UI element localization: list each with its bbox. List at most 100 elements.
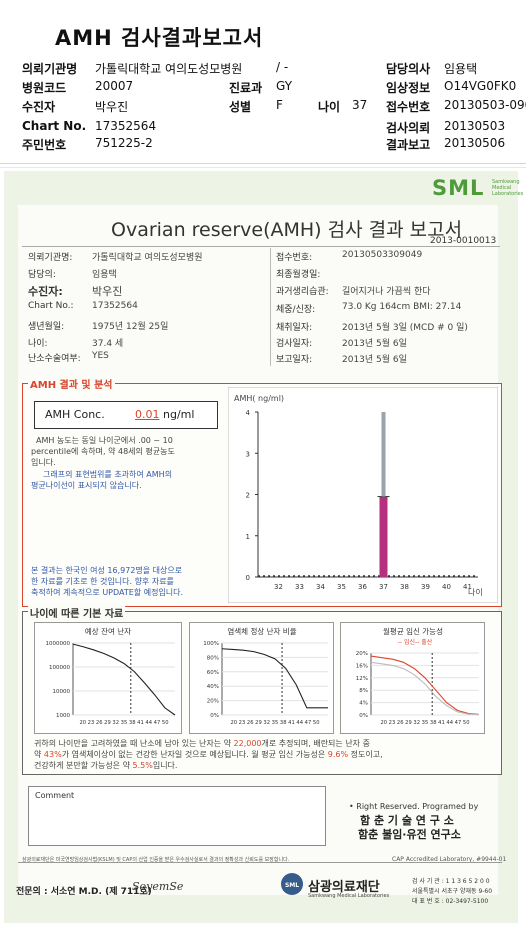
bar xyxy=(379,496,388,577)
y-tick-label: 4 xyxy=(246,409,251,417)
x-tick-label: 40 xyxy=(442,583,451,591)
header-label: 주민번호 xyxy=(22,138,67,152)
info-label: 생년월일: xyxy=(28,322,65,332)
amh-conc-box: AMH Conc. 0.01 ng/ml xyxy=(34,401,218,429)
y-tick-label: 100000 xyxy=(49,665,70,671)
header-label: 진료과 xyxy=(229,81,263,95)
info-value: YES xyxy=(92,351,109,361)
header-divider xyxy=(0,163,526,164)
y-tick-label: 0% xyxy=(359,713,368,719)
header-label: 의뢰기관명 xyxy=(22,62,78,76)
svg-text:SML: SML xyxy=(285,882,299,889)
summary-text: 귀하의 나이만을 고려하였을 때 난소에 남아 있는 난자는 약 xyxy=(34,739,231,748)
info-divider xyxy=(22,246,500,247)
header-label: Chart No. xyxy=(22,119,87,133)
summary-text: 건강하게 분만할 가능성은 약 xyxy=(34,761,130,770)
info-value: 가톨릭대학교 여의도성모병원 xyxy=(92,253,203,263)
info-label: Chart No.: xyxy=(28,301,74,311)
y-tick-label: 10000 xyxy=(53,689,71,695)
header-label: 수진자 xyxy=(22,100,56,114)
header-value: 751225-2 xyxy=(95,136,153,150)
sml-logo-sub: Samkwang Medical Laboratories xyxy=(492,179,524,197)
x-tick-label: 39 xyxy=(421,583,430,591)
cap-text: CAP Accredited Laboratory, #9944-01 xyxy=(392,856,507,863)
info-label: 나이: xyxy=(28,339,48,349)
summary-text: 가 염색체이상이 없는 건강한 난자일 것으로 예상됩니다. 월 평균 임신 가… xyxy=(61,750,326,759)
summary-highlight: 9.6% xyxy=(327,750,349,759)
header-label: 결과보고 xyxy=(386,138,431,152)
x-tick-labels: 20 23 26 29 32 35 38 41 44 47 50 xyxy=(230,720,319,726)
info-value: 2013년 5월 6일 xyxy=(342,339,407,349)
info-label: 최종월경일: xyxy=(276,270,321,280)
header-value: 17352564 xyxy=(95,119,157,133)
amh-graph-note: 그래프의 표현범위를 초과하여 AMH의 xyxy=(43,470,173,479)
x-tick-label: 35 xyxy=(337,583,346,591)
amh-conc-label: AMH Conc. xyxy=(45,408,105,421)
remaining-eggs-chart: 예상 잔여 난자 1000000 100000 10000 1000 20 23 26 … xyxy=(34,622,182,734)
amh-conc-value: 0.01 xyxy=(135,408,160,421)
info-value: 2013년 5월 6일 xyxy=(342,355,407,365)
x-tick-label: 41 xyxy=(463,583,472,591)
info-value: 박우진 xyxy=(92,285,123,298)
x-tick-label: 33 xyxy=(295,583,304,591)
age-summary-line: 건강하게 분만할 가능성은 약 5.5%입니다. xyxy=(34,760,494,771)
age-summary-line: 약 43%가 염색체이상이 없는 건강한 난자일 것으로 예상됩니다. 월 평균… xyxy=(34,749,494,760)
report-title: Ovarian reserve(AMH) 검사 결과 보고서 xyxy=(111,219,463,241)
x-tick-label: 34 xyxy=(316,583,325,591)
header-value: 20130506 xyxy=(444,136,506,150)
summary-highlight: 22,000 xyxy=(233,739,262,748)
accreditation-text: 삼광의료재단은 미국연방임상검사법(KSLM) 및 CAP의 산업 인증을 받은… xyxy=(22,857,290,863)
y-tick-label: 1 xyxy=(246,533,250,541)
y-tick-label: 4% xyxy=(359,701,368,707)
amh-data-note: 축적하여 계속적으로 UPDATE할 예정입니다. xyxy=(31,588,184,597)
info-value: 20130503309049 xyxy=(342,250,423,260)
contact-line: 서울특별시 서초구 양재동 9-60 xyxy=(412,888,493,895)
info-value: 17352564 xyxy=(92,301,138,311)
info-label: 접수번호: xyxy=(276,253,313,263)
summary-text: 약 xyxy=(34,750,42,759)
summary-text: 개로 추정되며, 배란되는 난자 중 xyxy=(261,739,370,748)
bar xyxy=(381,412,386,497)
info-label: 수진자: xyxy=(28,285,63,298)
report-number: 2013-0010013 xyxy=(430,236,497,246)
info-value: 임용택 xyxy=(92,270,117,280)
x-tick-label: 32 xyxy=(274,583,283,591)
info-label: 채취일자: xyxy=(276,323,313,333)
header-label: 나이 xyxy=(318,100,341,114)
info-value: 2013년 5월 3일 (MCD # 0 일) xyxy=(342,323,468,333)
sml-emblem-icon: SML xyxy=(281,873,303,895)
age-summary-line: 귀하의 나이만을 고려하였을 때 난소에 남아 있는 난자는 약 22,000개… xyxy=(34,738,494,749)
header-label: 검사의뢰 xyxy=(386,121,431,135)
header-value: 20130503 xyxy=(444,119,506,133)
y-tick-label: 3 xyxy=(246,450,250,458)
info-value: 37.4 세 xyxy=(92,339,124,349)
amh-chart-frame xyxy=(228,387,498,603)
x-tick-labels: 20 23 26 29 32 35 38 41 44 47 50 xyxy=(79,720,168,726)
foundation-sub: Samkwang Medical Laboratories xyxy=(308,893,390,899)
series-line xyxy=(370,661,480,716)
header-label: 접수번호 xyxy=(386,100,431,114)
header-value: 박우진 xyxy=(95,100,129,114)
y-tick-label: 0% xyxy=(210,713,219,719)
header-value: O14VG0FK0 xyxy=(444,79,517,93)
y-tick-label: 20% xyxy=(356,651,368,657)
research-institute: 함춘 불임·유전 연구소 xyxy=(358,828,461,841)
info-value: 73.0 Kg 164cm BMI: 27.14 xyxy=(342,302,462,312)
y-tick-label: 1000 xyxy=(56,713,70,719)
y-tick-label: 2 xyxy=(246,492,250,500)
y-tick-label: 80% xyxy=(207,655,219,661)
y-tick-label: 1000000 xyxy=(46,641,71,647)
mini-chart-title: 월평균 임신 가능성 xyxy=(383,626,443,636)
amh-description: AMH 농도는 동일 나이군에서 .00 ~ 10 xyxy=(36,436,173,445)
header-value: / - xyxy=(276,60,289,74)
y-tick-label: 100% xyxy=(203,641,219,647)
normal-egg-ratio-chart: 염색체 정상 난자 비율 100% 80% 60% 40% 20% 0% 20 23 26 … xyxy=(189,622,334,734)
amh-chart-xlabel: 나이 xyxy=(468,587,483,597)
contact-line: 검 사 기 관 : 1 1 3 6 5 2 0 0 xyxy=(412,878,490,885)
header-divider xyxy=(0,167,526,168)
summary-text: 정도이고, xyxy=(350,750,383,759)
signature: SoyemSe xyxy=(132,880,184,893)
comment-label: Comment xyxy=(35,791,75,800)
header-label: 성별 xyxy=(229,100,252,114)
